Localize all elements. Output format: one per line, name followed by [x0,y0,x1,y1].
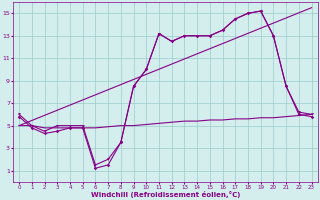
X-axis label: Windchill (Refroidissement éolien,°C): Windchill (Refroidissement éolien,°C) [91,191,240,198]
